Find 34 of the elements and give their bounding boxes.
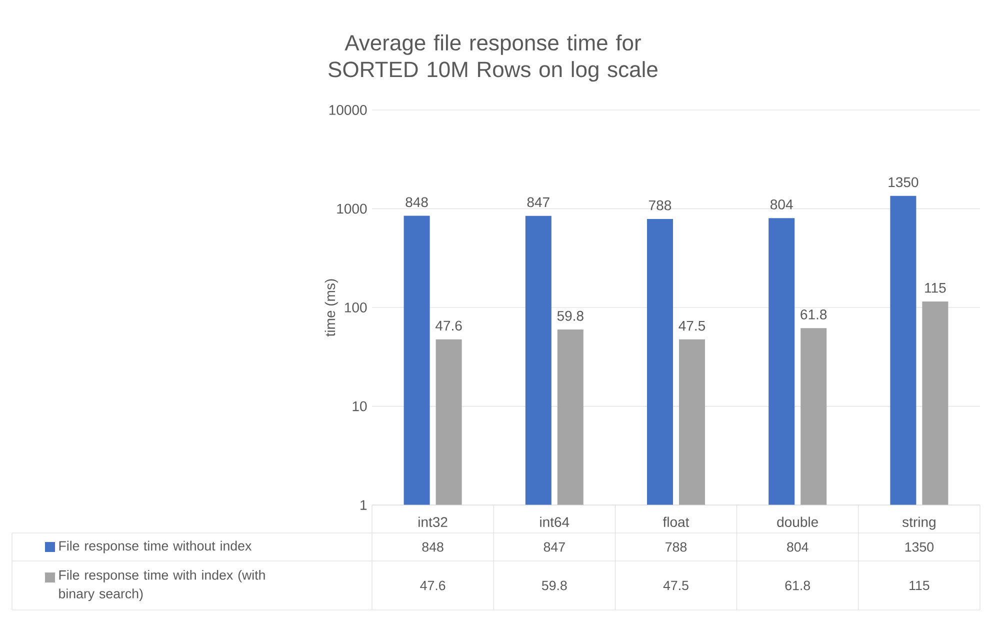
text: 47.5	[678, 320, 706, 331]
data-label: 59.8	[542, 580, 567, 590]
y-tick-label: 1000	[337, 204, 367, 214]
text: 847	[527, 197, 550, 208]
x-tick-label: int32	[418, 516, 448, 528]
text: 115	[925, 283, 946, 293]
text: 788	[649, 200, 672, 210]
legend-label: File response time with index (with binary search)	[59, 570, 265, 602]
y-tick-label: 1	[360, 500, 367, 510]
y-tick-label: 10000	[329, 105, 367, 115]
text: 1350	[888, 177, 918, 188]
x-tick-label: string	[902, 516, 936, 530]
y-tick-label: 100	[345, 302, 367, 312]
data-label: 47.6	[420, 580, 446, 590]
data-label: 804	[787, 542, 808, 552]
data-label: 47.5	[663, 580, 688, 590]
text: 59.8	[557, 310, 584, 321]
data-label: 115	[910, 580, 930, 590]
x-tick-label: float	[662, 516, 690, 528]
x-tick-label: double	[777, 516, 818, 528]
data-label: 847	[544, 542, 565, 552]
text: 804	[770, 199, 793, 210]
text: 61.8	[800, 310, 827, 320]
data-label: 788	[666, 542, 687, 552]
y-tick-label: 10	[352, 401, 367, 412]
data-label: 61.8	[785, 580, 810, 590]
y-axis-title: time (ms)	[324, 279, 338, 336]
x-tick-label: int64	[540, 516, 570, 528]
legend-label: File response time without index	[59, 540, 252, 554]
data-label: 848	[422, 542, 444, 552]
text: 47.6	[435, 320, 462, 331]
text: 848	[406, 197, 428, 208]
data-label: 1350	[905, 542, 934, 552]
chart-title: Average file response time for SORTED 10M Rows on log scale	[328, 34, 658, 82]
